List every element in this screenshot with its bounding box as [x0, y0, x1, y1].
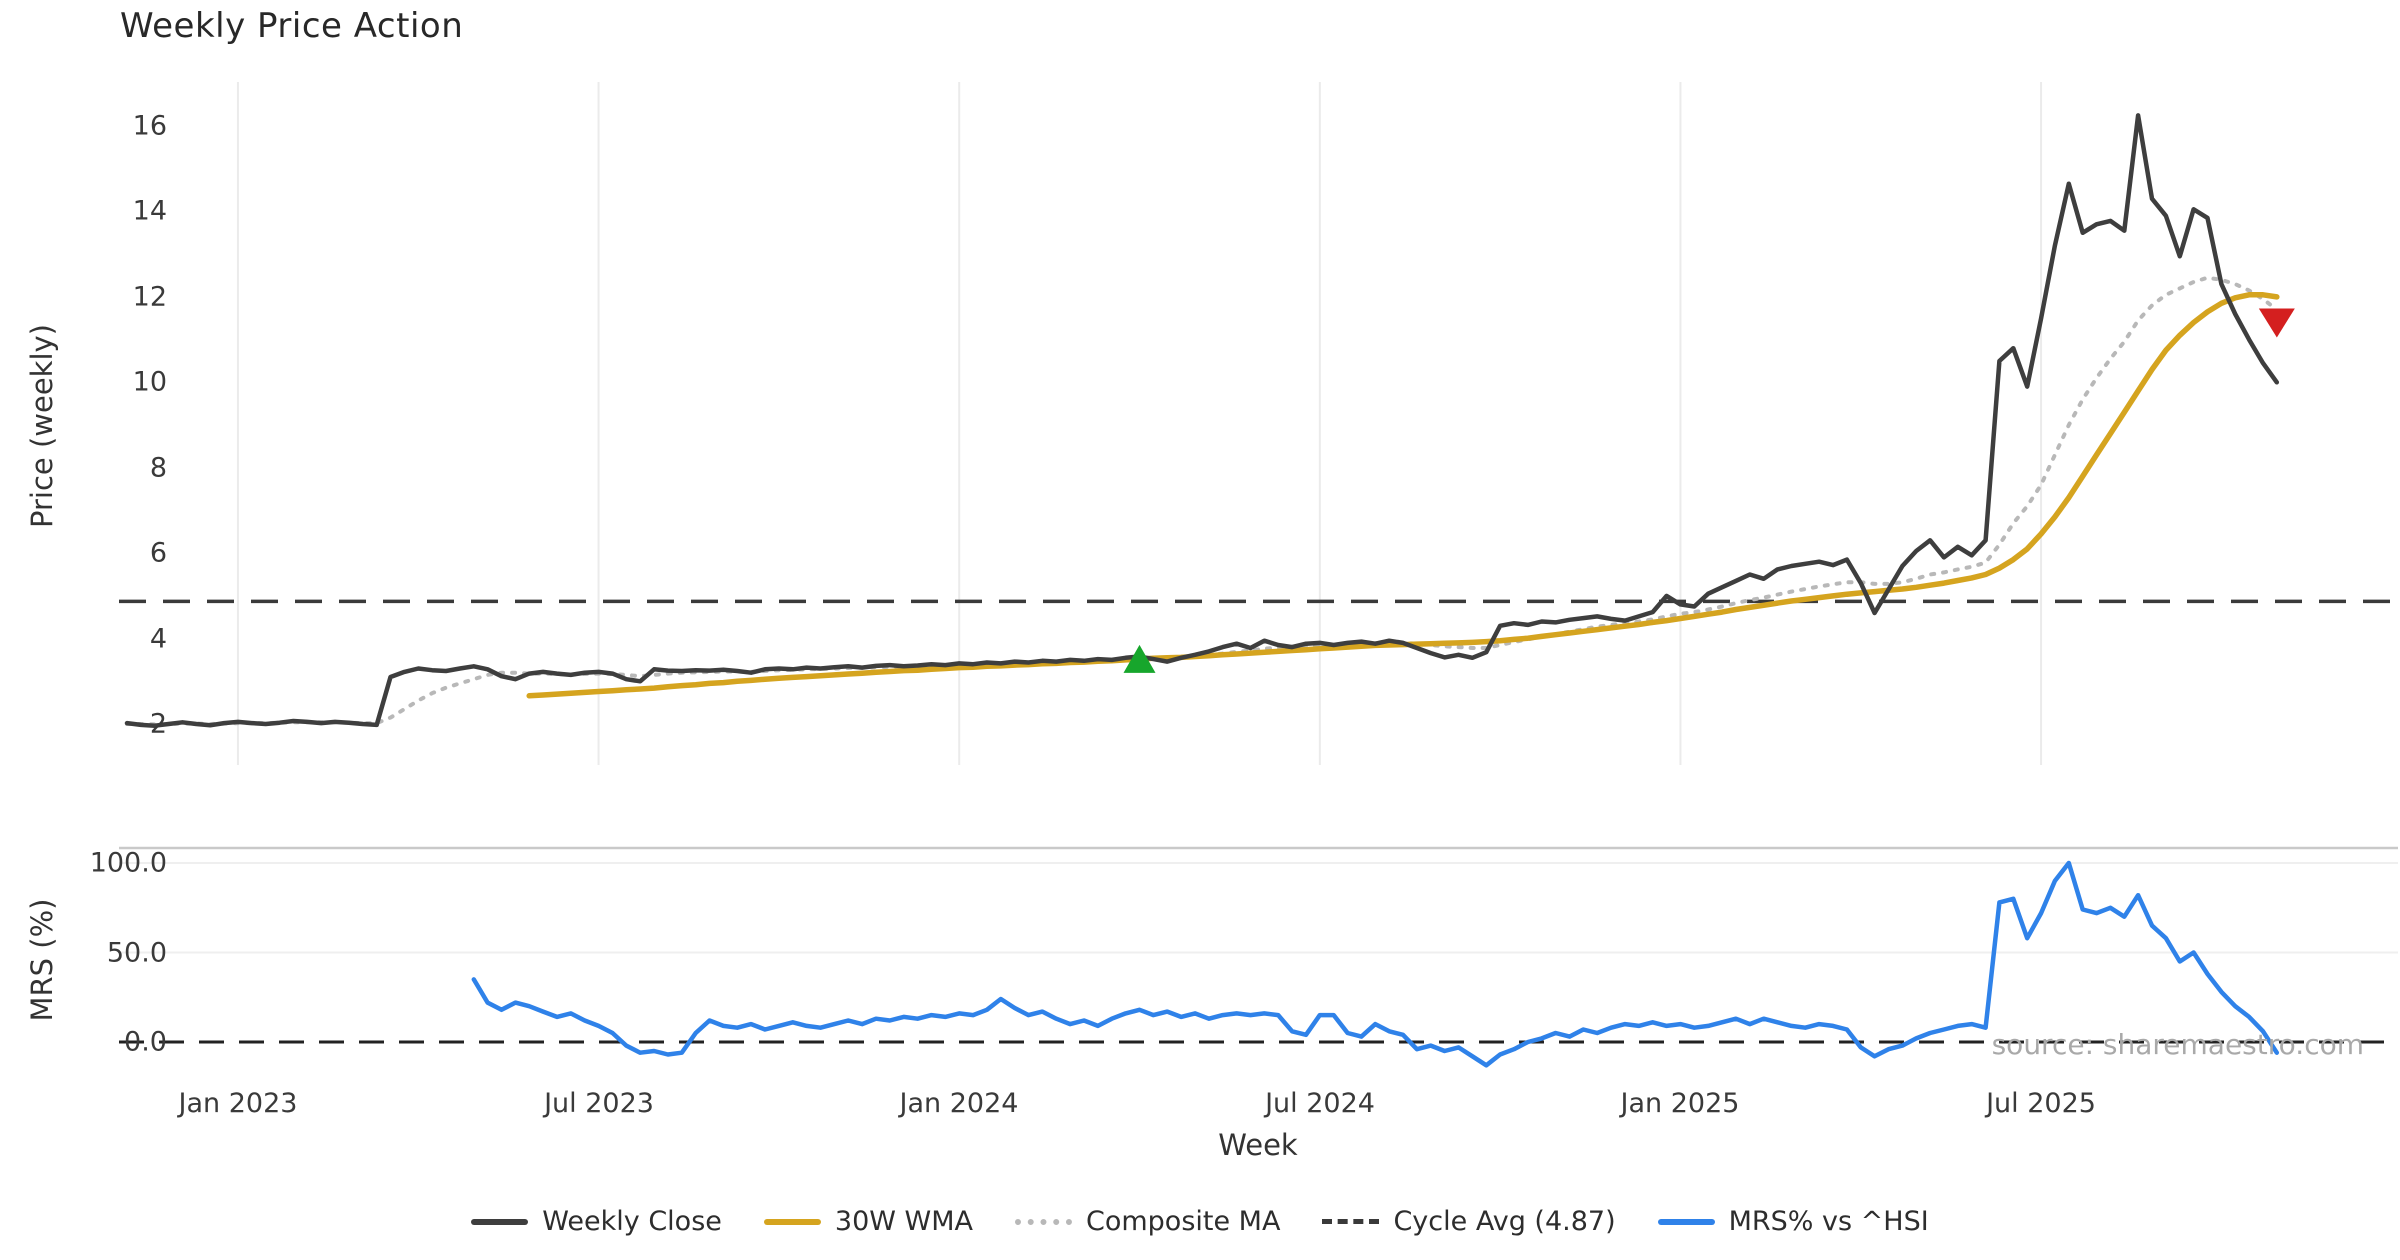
- xtick-jul-2025: Jul 2025: [1986, 1088, 2096, 1119]
- legend-label: 30W WMA: [834, 1206, 973, 1237]
- legend-label: Cycle Avg (4.87): [1393, 1206, 1616, 1237]
- legend-label: Weekly Close: [542, 1206, 722, 1237]
- xtick-jul-2024: Jul 2024: [1265, 1088, 1375, 1119]
- price-ytick-16: 16: [132, 110, 167, 142]
- legend-swatch-icon: [471, 1218, 529, 1225]
- buy-signal-marker: [1123, 644, 1156, 673]
- mrs-ytick-50: 50.0: [106, 937, 167, 969]
- mrs-ytick-100: 100.0: [89, 847, 167, 879]
- sell-signal-marker: [2258, 308, 2295, 338]
- xtick-jan-2023: Jan 2023: [178, 1088, 298, 1119]
- legend-label: Composite MA: [1086, 1206, 1281, 1237]
- xtick-jul-2023: Jul 2023: [544, 1088, 654, 1119]
- chart-legend: Weekly Close 30W WMA Composite MA Cycle Avg…: [0, 1206, 2400, 1237]
- source-watermark: source: sharemaestro.com: [1991, 1028, 2364, 1061]
- xtick-jan-2024: Jan 2024: [899, 1088, 1019, 1119]
- legend-item-mrs-vs-hsi: MRS% vs ^HSI: [1657, 1206, 1929, 1237]
- legend-swatch-icon: [1322, 1219, 1380, 1224]
- price-ytick-14: 14: [132, 195, 167, 227]
- price-ytick-2: 2: [149, 708, 167, 740]
- legend-swatch-icon: [763, 1218, 821, 1225]
- legend-swatch-icon: [1015, 1218, 1072, 1225]
- xtick-jan-2025: Jan 2025: [1620, 1088, 1740, 1119]
- price-axis-label: Price (weekly): [25, 324, 59, 529]
- legend-swatch-icon: [1657, 1218, 1715, 1225]
- legend-item-cycle-avg-4-87-: Cycle Avg (4.87): [1322, 1206, 1616, 1237]
- chart-title: Weekly Price Action: [120, 6, 464, 46]
- price-ytick-6: 6: [149, 537, 167, 569]
- weekly-close-line: [124, 113, 2280, 728]
- mrs-line: [471, 860, 2280, 1068]
- mrs-axis-label: MRS (%): [25, 898, 59, 1022]
- legend-item-composite-ma: Composite MA: [1015, 1206, 1280, 1237]
- week-axis-label: Week: [1218, 1128, 1298, 1162]
- mrs-ytick-0: 0.0: [124, 1026, 167, 1058]
- legend-label: MRS% vs ^HSI: [1728, 1206, 1929, 1237]
- price-ytick-12: 12: [132, 281, 167, 313]
- composite-ma-line: [125, 275, 2279, 727]
- legend-item-30w-wma: 30W WMA: [763, 1206, 973, 1237]
- legend-item-weekly-close: Weekly Close: [471, 1206, 722, 1237]
- price-ytick-4: 4: [149, 623, 167, 655]
- price-ytick-10: 10: [132, 366, 167, 398]
- price-ytick-8: 8: [149, 452, 167, 484]
